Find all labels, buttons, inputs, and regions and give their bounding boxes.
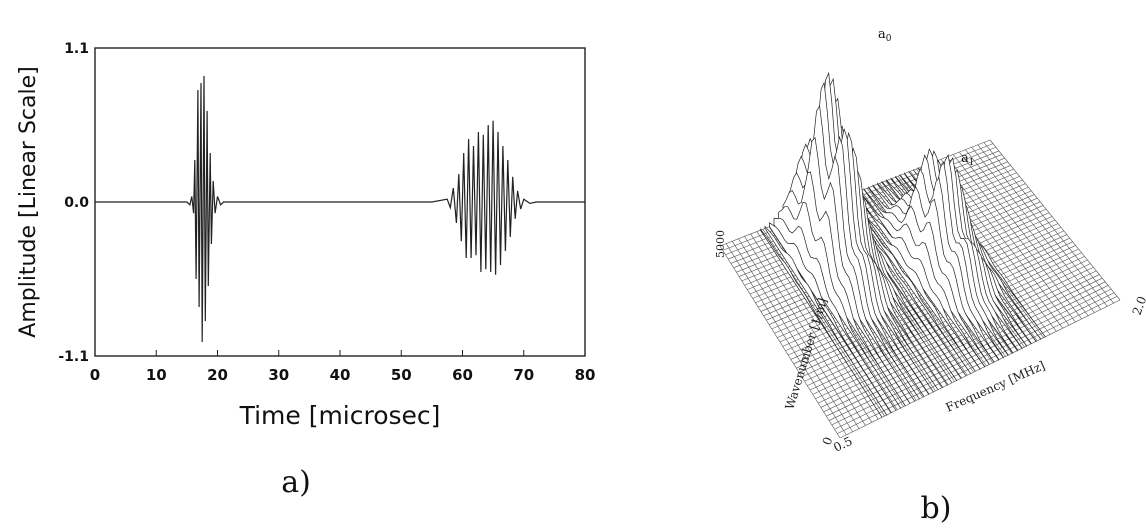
- x-axis-label: Frequency [MHz]: [944, 358, 1048, 414]
- grid-line: [940, 159, 1070, 326]
- peak-label-a0: a0: [878, 27, 892, 44]
- grid-line: [965, 149, 1095, 313]
- y-tick-label-1: 5000: [714, 230, 727, 258]
- grid-line: [971, 147, 1102, 310]
- y-axis-label: Amplitude [Linear Scale]: [16, 66, 41, 337]
- y-tick-label--1.1: -1.1: [58, 349, 89, 365]
- grid-line: [983, 142, 1114, 304]
- waveform-series-line: [95, 75, 585, 343]
- peak-a1-subscript: 1: [969, 158, 975, 168]
- panel-a: 0 10 20 30 40 50 60 70 80 1.1 0.0 -1.1 Time [micro…: [16, 41, 596, 500]
- surface-ridge: [769, 222, 892, 414]
- x-tick-label-50: 50: [391, 366, 412, 384]
- surface-chart: a0 a1 Frequency [MHz] Wavenumber [1/m] 0…: [714, 27, 1146, 526]
- x-tick-label-60: 60: [452, 366, 473, 384]
- x-tick-label-20: 20: [207, 366, 228, 384]
- x-tick-label-10: 10: [146, 366, 167, 384]
- grid-line: [977, 144, 1108, 307]
- x-tick-group: 0 10 20 30 40 50 60 70 80: [90, 350, 596, 384]
- y-tick-label-0.0: 0.0: [64, 195, 89, 211]
- grid-line: [959, 151, 1089, 316]
- grid-line: [989, 139, 1121, 301]
- peak-label-a1: a1: [961, 151, 975, 168]
- surface-ridge: [764, 225, 888, 416]
- y-tick-label-1.1: 1.1: [64, 41, 89, 57]
- surface-ridge: [782, 171, 906, 407]
- waveform-chart: 0 10 20 30 40 50 60 70 80 1.1 0.0 -1.1 Time [micro…: [16, 41, 596, 500]
- surface-ridge: [787, 136, 911, 404]
- x-tick-label-30: 30: [268, 366, 289, 384]
- x-tick-label-0: 0: [90, 366, 100, 384]
- panel-b: a0 a1 Frequency [MHz] Wavenumber [1/m] 0…: [640, 0, 1146, 528]
- x-tick-label-70: 70: [513, 366, 534, 384]
- x-tick-label-0: 0.5: [831, 434, 854, 455]
- panel-a-caption: a): [281, 465, 311, 500]
- x-axis-label: Time [microsec]: [239, 401, 441, 430]
- y-tick-group: 1.1 0.0 -1.1: [58, 41, 101, 365]
- y-tick-label-0: 0: [820, 435, 836, 447]
- x-tick-label-40: 40: [330, 366, 351, 384]
- panel-b-caption: b): [921, 491, 952, 526]
- surface-ridges: [760, 71, 1047, 418]
- grid-line: [952, 154, 1083, 320]
- x-tick-label-1: 2.0: [1130, 294, 1146, 317]
- x-tick-label-80: 80: [575, 366, 596, 384]
- peak-a0-subscript: 0: [886, 34, 892, 44]
- surface-ridge: [760, 228, 883, 418]
- grid-line: [946, 156, 1076, 323]
